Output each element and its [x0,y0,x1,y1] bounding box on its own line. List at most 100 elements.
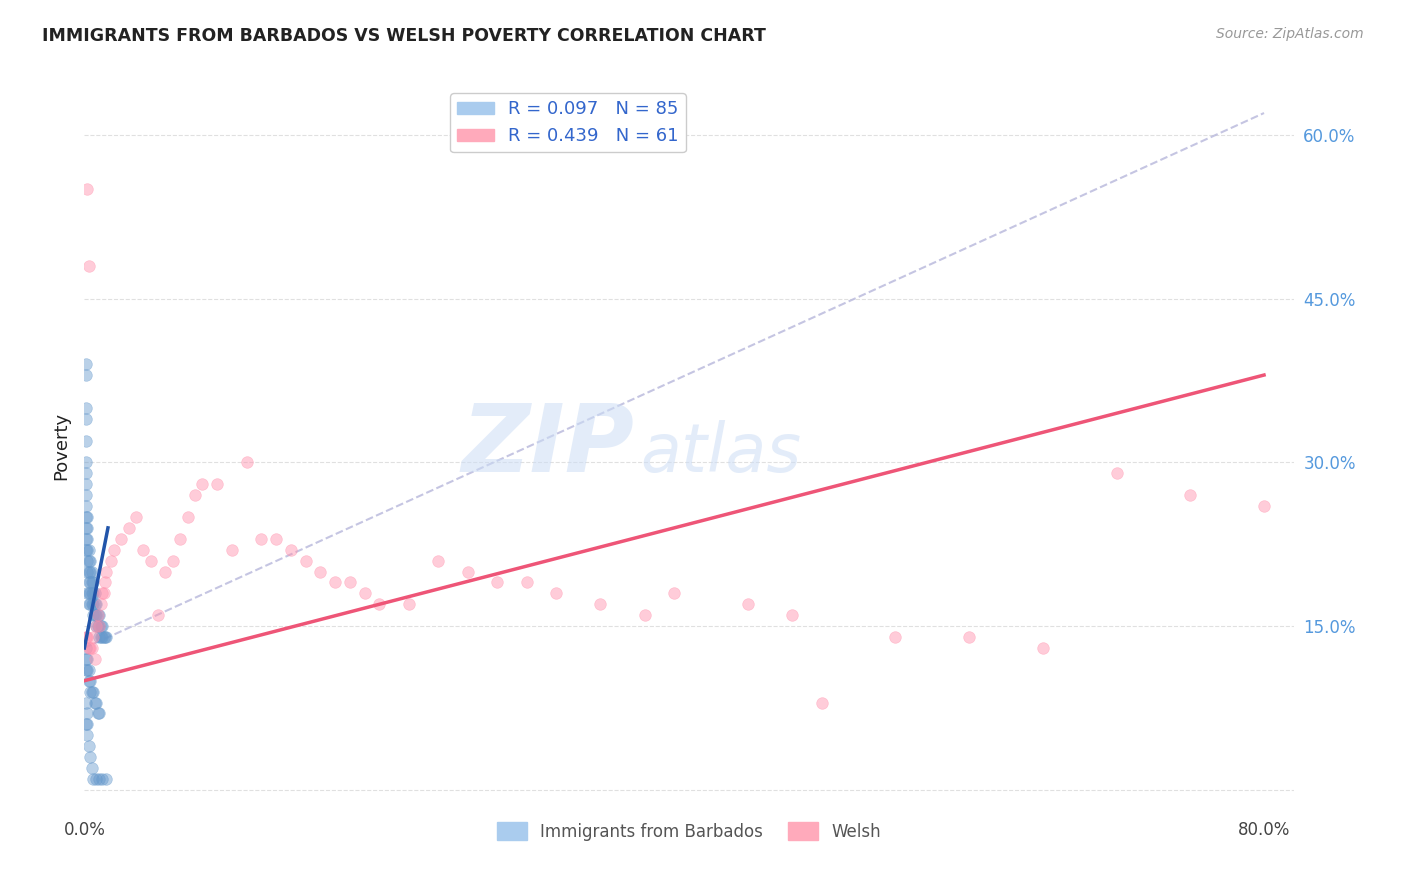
Point [75,411,97,425]
Point [75,499,97,513]
Point [79,554,101,568]
Point [309,565,332,579]
Point [76,706,98,721]
Point [76,630,98,644]
Point [80,565,103,579]
Point [353,586,375,600]
Point [86,619,108,633]
Point [103,542,125,557]
Point [1253,499,1275,513]
Point [94,630,117,644]
Point [79,597,101,611]
Point [75,663,97,677]
Point [77,259,100,273]
Point [75,521,97,535]
Point [75,510,97,524]
Point [664,586,686,600]
Point [82,772,104,786]
Point [155,565,177,579]
Point [75,434,97,448]
Point [90,630,112,644]
Point [93,630,115,644]
Point [82,608,104,623]
Point [86,608,108,623]
Point [75,477,97,491]
Point [117,521,139,535]
Point [77,739,100,754]
Point [76,521,98,535]
Point [80,684,103,698]
Point [76,586,98,600]
Point [82,684,104,698]
Point [516,575,538,590]
Point [91,772,114,786]
Point [76,510,98,524]
Point [83,608,105,623]
Point [75,696,97,710]
Point [96,772,118,786]
Point [80,575,103,590]
Point [339,575,361,590]
Point [75,630,97,644]
Point [87,619,110,633]
Text: atlas: atlas [641,420,801,486]
Point [77,575,100,590]
Point [87,706,110,721]
Point [91,619,114,633]
Point [87,772,110,786]
Point [427,554,450,568]
Point [80,597,103,611]
Point [87,630,110,644]
Point [546,586,568,600]
Point [294,554,316,568]
Point [82,586,104,600]
Point [205,477,228,491]
Point [96,630,118,644]
Point [76,717,98,731]
Point [634,608,657,623]
Point [83,597,105,611]
Point [75,488,97,502]
Point [83,696,105,710]
Point [75,368,97,382]
Point [191,477,214,491]
Point [810,696,832,710]
Point [169,532,191,546]
Point [75,542,97,557]
Point [79,673,101,688]
Point [91,586,114,600]
Point [83,652,105,666]
Point [75,532,97,546]
Point [82,575,104,590]
Point [323,575,346,590]
Point [139,554,162,568]
Point [79,640,101,655]
Point [84,597,107,611]
Point [76,565,98,579]
Point [79,586,101,600]
Point [76,652,98,666]
Point [80,586,103,600]
Point [82,630,104,644]
Point [77,542,100,557]
Point [146,608,169,623]
Point [77,640,100,655]
Point [76,182,98,196]
Point [176,510,198,524]
Point [125,510,148,524]
Point [91,630,114,644]
Point [76,554,98,568]
Point [75,717,97,731]
Point [368,597,391,611]
Point [780,608,803,623]
Point [76,663,98,677]
Point [87,619,110,633]
Point [79,750,101,764]
Point [86,706,108,721]
Point [79,565,101,579]
Point [84,619,107,633]
Y-axis label: Poverty: Poverty [52,412,70,480]
Point [75,652,97,666]
Point [737,597,759,611]
Legend: Immigrants from Barbados, Welsh: Immigrants from Barbados, Welsh [491,816,887,847]
